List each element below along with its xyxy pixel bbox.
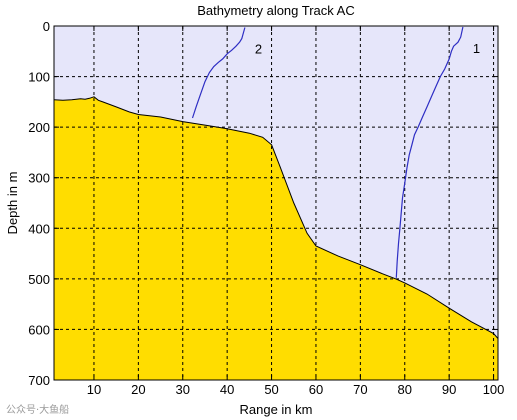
y-tick-label: 200 (28, 120, 50, 135)
x-tick-label: 90 (442, 382, 456, 397)
y-tick-label: 300 (28, 171, 50, 186)
chart-title: Bathymetry along Track AC (197, 3, 355, 18)
x-tick-label: 80 (398, 382, 412, 397)
x-tick-label: 60 (309, 382, 323, 397)
watermark: 公众号·大鱼船 (6, 405, 70, 416)
x-axis-title: Range in km (240, 402, 313, 417)
seafloor-area (54, 96, 498, 381)
y-axis-title: Depth in m (5, 172, 20, 235)
series-line-2 (191, 27, 246, 119)
y-tick-label: 700 (28, 373, 50, 388)
x-tick-label: 30 (176, 382, 190, 397)
x-tick-label: 40 (220, 382, 234, 397)
y-tick-label: 400 (28, 221, 50, 236)
y-tick-label: 0 (43, 19, 50, 34)
y-tick-label: 500 (28, 272, 50, 287)
series-label-2: 2 (255, 42, 262, 57)
y-tick-label: 600 (28, 322, 50, 337)
x-tick-label: 100 (483, 382, 505, 397)
x-tick-label: 70 (353, 382, 367, 397)
x-tick-label: 20 (131, 382, 145, 397)
plot-frame (53, 25, 499, 381)
series-line-1 (395, 26, 464, 278)
y-tick-label: 100 (28, 70, 50, 85)
x-tick-label: 10 (87, 382, 101, 397)
seafloor-profile-line (53, 96, 499, 339)
series-label-1: 1 (473, 41, 480, 56)
x-tick-label: 50 (264, 382, 278, 397)
